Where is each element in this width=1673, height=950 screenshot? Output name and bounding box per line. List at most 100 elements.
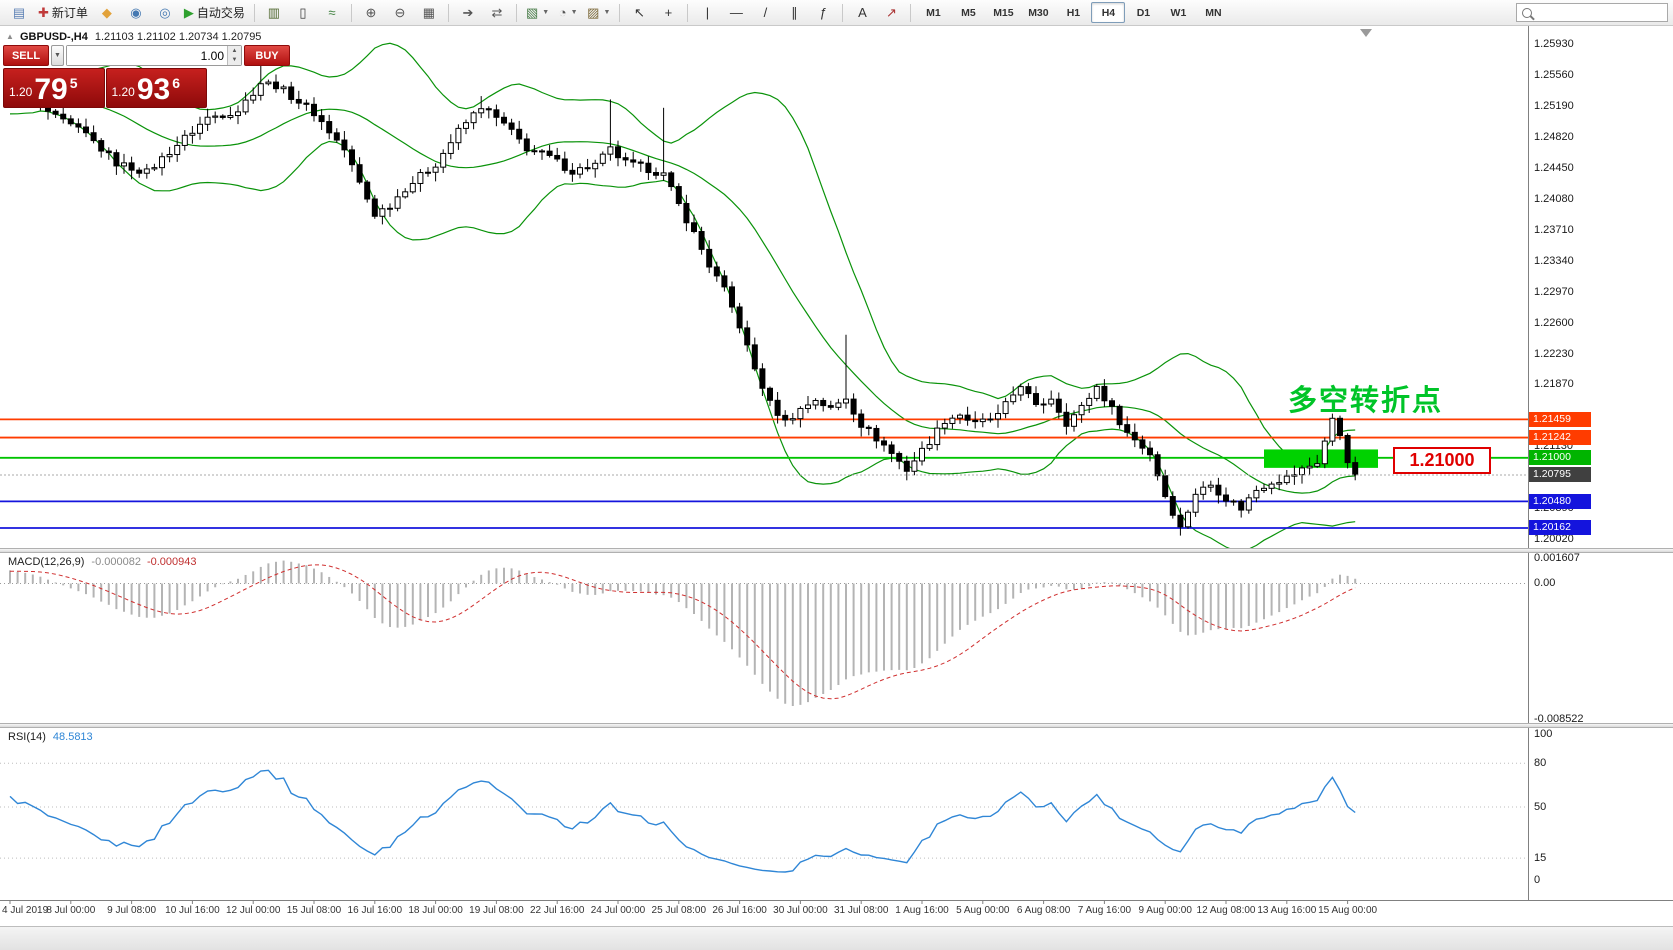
rsi-indicator-label: RSI(14) 48.5813 — [8, 731, 93, 743]
toolbar-separator — [842, 3, 844, 22]
rsi-axis-label: 0 — [1534, 873, 1541, 886]
periods-button[interactable]: ◔ ▼ — [554, 2, 582, 24]
chart-shift-button[interactable]: ⇄ — [483, 2, 511, 24]
time-tick-label: 31 Jul 08:00 — [833, 905, 889, 916]
one-click-trading-panel: SELL ▼ ▲ ▼ BUY 1.20 79 5 1.20 93 6 — [3, 45, 290, 108]
arrows-button[interactable]: ↗ — [877, 2, 905, 24]
arrows-icon: ↗ — [885, 5, 897, 20]
charts-icon[interactable]: ▤ — [5, 2, 33, 24]
price-tick-label: 1.24820 — [1534, 131, 1574, 144]
rsi-name: RSI(14) — [8, 731, 46, 743]
price-tick-label: 1.23340 — [1534, 255, 1574, 268]
text-button[interactable]: A — [848, 2, 876, 24]
buy-price-prefix: 1.20 — [111, 85, 135, 99]
timeframe-button-m15[interactable]: M15 — [993, 6, 1014, 19]
autotrading-icon: ▶ — [183, 5, 194, 20]
timeframe-button-h1[interactable]: H1 — [1066, 6, 1081, 19]
panel-splitter-rsi[interactable] — [0, 723, 1673, 728]
price-level-label: 1.21000 — [1393, 447, 1491, 474]
search-input[interactable] — [1537, 5, 1662, 20]
chart-title: GBPUSD-,H4 1.21103 1.21102 1.20734 1.2079… — [20, 31, 261, 43]
rsi-axis-label: 100 — [1534, 727, 1553, 740]
price-tick-label: 1.21870 — [1534, 378, 1574, 391]
candlestick-button[interactable]: ▯ — [289, 2, 317, 24]
toolbar: ▤ ✚ 新订单 ◆ ◉ ◎ ▶ 自动交易 ▥ ▯ ≈ ⊕ ⊖ ▦ ➔ ⇄ ▧ ▼ ◔ ▼ ▨ ▼ ↖ + | — / ∥ ƒ A ↗ M1 M5… — [0, 0, 1673, 26]
tile-windows-button[interactable]: ▦ — [415, 2, 443, 24]
new-chart-button[interactable]: ▧ ▼ — [522, 2, 553, 24]
fibonacci-button[interactable]: ƒ — [809, 2, 837, 24]
volume-input[interactable] — [67, 46, 227, 65]
bar-chart-icon: ▥ — [267, 5, 281, 20]
time-tick-label: 15 Aug 00:00 — [1318, 905, 1378, 916]
price-tick-label: 1.24450 — [1534, 162, 1574, 175]
autotrading-button[interactable]: ▶ 自动交易 — [180, 2, 249, 24]
price-tag: 1.20480 — [1529, 493, 1591, 509]
macd-axis-label: -0.008522 — [1534, 712, 1584, 725]
line-chart-icon: ≈ — [328, 5, 336, 20]
cursor-icon: ↖ — [633, 5, 645, 20]
symbol-period-label: GBPUSD-,H4 — [20, 31, 88, 43]
zoom-out-button[interactable]: ⊖ — [386, 2, 414, 24]
toolbar-separator — [253, 3, 255, 22]
toolbar-separator — [447, 3, 449, 22]
time-tick-label: 10 Jul 16:00 — [165, 905, 220, 916]
favorites-icon-icon: ◆ — [101, 5, 112, 20]
timeframe-button-mn[interactable]: MN — [1205, 6, 1222, 19]
vertical-line-button[interactable]: | — [693, 2, 721, 24]
macd-name: MACD(12,26,9) — [8, 556, 85, 568]
ohlc-values: 1.21103 1.21102 1.20734 1.20795 — [94, 31, 262, 43]
chevron-down-icon: ▼ — [570, 9, 578, 16]
price-tick-label: 1.25930 — [1534, 38, 1574, 51]
channel-icon: ∥ — [791, 5, 798, 20]
new-order-button[interactable]: ✚ 新订单 — [34, 2, 92, 24]
zoom-in-button[interactable]: ⊕ — [357, 2, 385, 24]
buy-price-big: 93 — [136, 72, 171, 106]
time-tick-label: 5 Aug 00:00 — [956, 905, 1010, 916]
cursor-button[interactable]: ↖ — [625, 2, 653, 24]
one-click-collapse-icon[interactable]: ▲ — [6, 32, 14, 41]
volume-dropdown-icon[interactable]: ▼ — [51, 45, 64, 66]
channel-button[interactable]: ∥ — [780, 2, 808, 24]
templates-button[interactable]: ▨ ▼ — [583, 2, 614, 24]
timeframe-button-m30[interactable]: M30 — [1028, 6, 1049, 19]
trendline-button[interactable]: / — [751, 2, 779, 24]
time-tick-label: 1 Aug 16:00 — [895, 905, 949, 916]
time-tick-label: 30 Jul 00:00 — [773, 905, 828, 916]
price-tag: 1.21242 — [1529, 430, 1591, 446]
sell-price-panel[interactable]: 1.20 79 5 — [3, 68, 105, 108]
volume-up-icon[interactable]: ▲ — [228, 46, 241, 56]
panel-splitter-macd[interactable] — [0, 548, 1673, 553]
new-order-icon: ✚ — [38, 5, 49, 20]
price-tick-label: 1.23710 — [1534, 224, 1574, 237]
timeframe-button-m1[interactable]: M1 — [926, 6, 941, 19]
crosshair-button[interactable]: + — [654, 2, 682, 24]
bar-chart-button[interactable]: ▥ — [260, 2, 288, 24]
timeframe-button-d1[interactable]: D1 — [1136, 6, 1151, 19]
buy-price-sup: 6 — [172, 75, 181, 91]
toolbar-separator — [910, 3, 912, 22]
webinar-icon[interactable]: ◎ — [151, 2, 179, 24]
price-tick-label: 1.24080 — [1534, 193, 1574, 206]
macd-indicator-label: MACD(12,26,9) -0.000082 -0.000943 — [8, 556, 197, 568]
toolbar-separator — [687, 3, 689, 22]
rsi-axis-label: 15 — [1534, 851, 1547, 864]
favorites-icon[interactable]: ◆ — [93, 2, 121, 24]
sell-button[interactable]: SELL — [3, 45, 49, 66]
volume-down-icon[interactable]: ▼ — [228, 55, 241, 65]
time-tick-label: 26 Jul 16:00 — [712, 905, 767, 916]
community-icon[interactable]: ◉ — [122, 2, 150, 24]
auto-scroll-button[interactable]: ➔ — [454, 2, 482, 24]
timeframe-button-h4[interactable]: H4 — [1091, 2, 1126, 23]
community-icon-icon: ◉ — [130, 5, 142, 20]
buy-button[interactable]: BUY — [244, 45, 290, 66]
timeframe-button-m5[interactable]: M5 — [961, 6, 976, 19]
line-chart-button[interactable]: ≈ — [318, 2, 346, 24]
horizontal-line-button[interactable]: — — [722, 2, 750, 24]
price-tick-label: 1.25560 — [1534, 69, 1574, 82]
zoom-out-icon: ⊖ — [394, 5, 406, 20]
timeframe-button-w1[interactable]: W1 — [1170, 6, 1187, 19]
time-tick-label: 18 Jul 00:00 — [408, 905, 463, 916]
time-tick-label: 24 Jul 00:00 — [590, 905, 646, 916]
buy-price-panel[interactable]: 1.20 93 6 — [105, 68, 207, 108]
